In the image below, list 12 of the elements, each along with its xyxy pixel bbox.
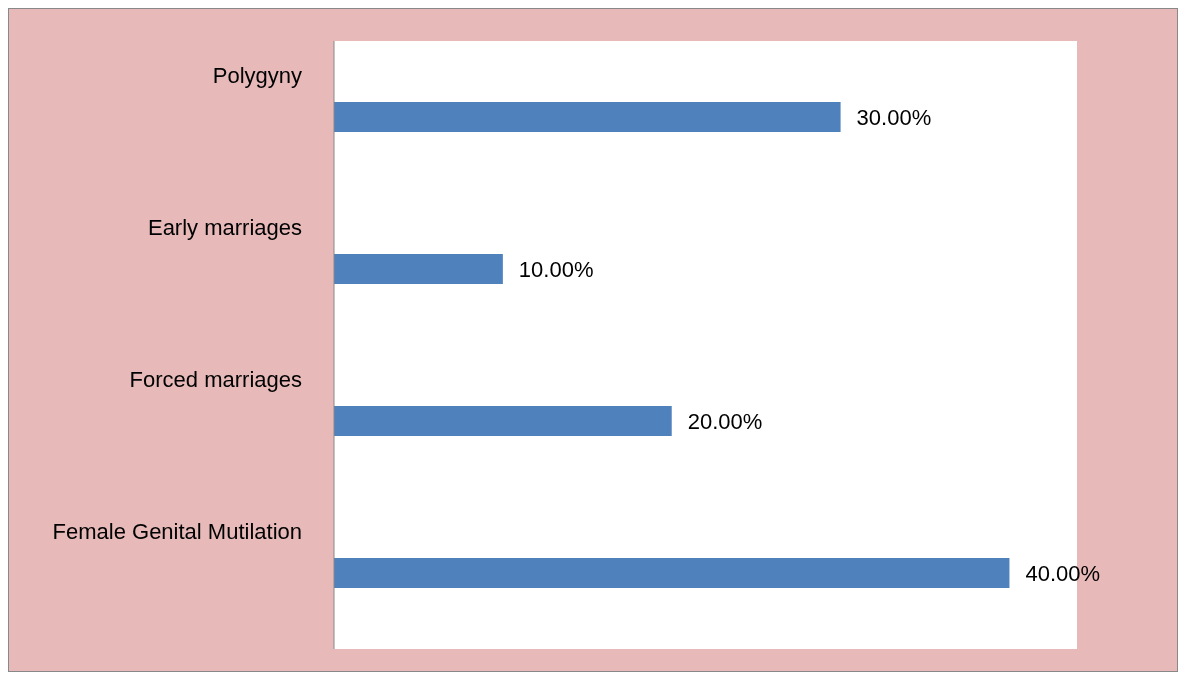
y-tick-label: Early marriages	[147, 214, 302, 240]
bar	[334, 406, 672, 436]
bar	[334, 254, 503, 284]
bar	[334, 558, 1010, 588]
y-tick-label: Forced marriages	[129, 366, 302, 392]
bar	[334, 102, 841, 132]
y-tick-label: Female Genital Mutilation	[52, 518, 302, 544]
y-tick-label: Polygyny	[212, 62, 302, 88]
data-label: 20.00%	[687, 408, 763, 434]
data-label: 40.00%	[1025, 560, 1101, 586]
data-label: 10.00%	[518, 256, 594, 282]
data-label: 30.00%	[856, 104, 932, 130]
